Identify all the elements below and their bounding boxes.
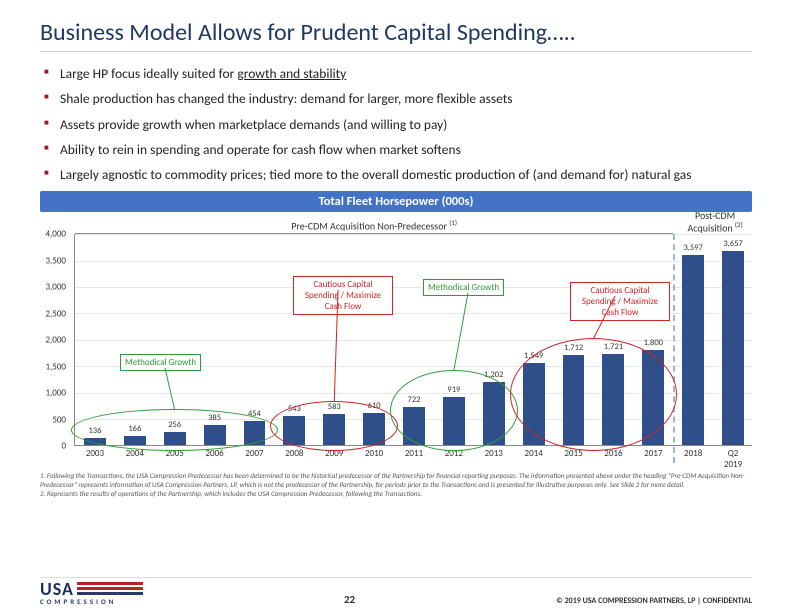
plot-area: 1362003166200425620053852006454200754320… — [74, 234, 752, 446]
footer: USA COMPRESSION 22 © 2019 USA COMPRESSIO… — [40, 577, 752, 606]
chart-title: Total Fleet Horsepower (000s) — [40, 191, 752, 212]
bullet-list: Large HP focus ideally suited for growth… — [40, 64, 752, 185]
bullet-item: Large HP focus ideally suited for growth… — [44, 64, 752, 84]
logo-subtext: COMPRESSION — [40, 597, 143, 606]
page-number: 22 — [344, 593, 355, 606]
copyright: © 2019 USA COMPRESSION PARTNERS, LP | CO… — [556, 596, 752, 606]
y-axis: 05001,0001,5002,0002,5003,0003,5004,000 — [40, 234, 70, 446]
bullet-item: Shale production has changed the industr… — [44, 89, 752, 109]
logo-text: USA — [40, 581, 74, 597]
page-title: Business Model Allows for Prudent Capita… — [40, 18, 752, 52]
bullet-item: Largely agnostic to commodity prices; ti… — [44, 165, 752, 185]
chart: 05001,0001,5002,0002,5003,0003,5004,000 … — [40, 216, 752, 466]
bullet-item: Ability to rein in spending and operate … — [44, 140, 752, 160]
bullet-item: Assets provide growth when marketplace d… — [44, 115, 752, 135]
logo: USA COMPRESSION — [40, 581, 143, 606]
logo-stripes — [77, 582, 143, 595]
footnotes: 1. Following the Transactions, the USA C… — [40, 472, 752, 498]
